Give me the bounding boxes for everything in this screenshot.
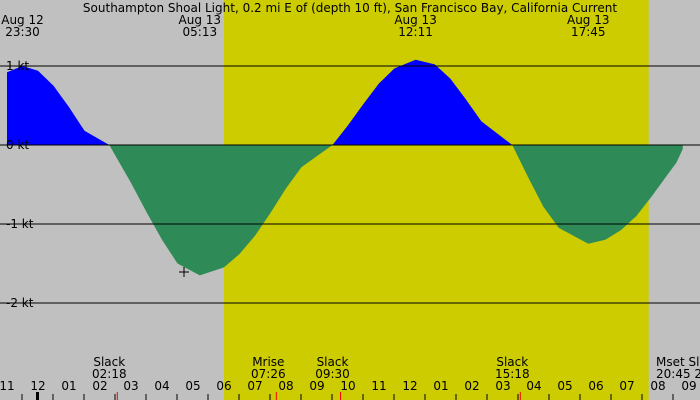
top-event-date: Aug 13 — [394, 13, 437, 27]
bottom-event-label: Mset Sl — [656, 355, 699, 369]
bottom-event-label: Slack — [317, 355, 349, 369]
hour-tick-label: 08 — [278, 379, 293, 393]
hour-tick-label: 05 — [557, 379, 572, 393]
bottom-event-time: 09:30 — [315, 367, 350, 381]
hour-tick-label: 11 — [0, 379, 15, 393]
top-event-date: Aug 12 — [1, 13, 44, 27]
top-event-time: 12:11 — [398, 25, 433, 39]
flood-current-area — [7, 59, 513, 146]
hour-tick-label: 07 — [247, 379, 262, 393]
hour-tick-label: 08 — [650, 379, 665, 393]
hour-tick-label: 07 — [619, 379, 634, 393]
hour-tick-label: 06 — [216, 379, 231, 393]
bottom-event-label: Slack — [93, 355, 125, 369]
hour-tick-label: 01 — [61, 379, 76, 393]
top-event-date: Aug 13 — [567, 13, 610, 27]
top-event-date: Aug 13 — [179, 13, 222, 27]
crosshair-marker — [179, 267, 189, 277]
hour-tick-label: 04 — [526, 379, 541, 393]
top-event-time: 23:30 — [5, 25, 40, 39]
y-tick-label: -1 kt — [6, 217, 34, 231]
midnight-marker — [36, 392, 39, 400]
hour-tick-label: 09 — [681, 379, 696, 393]
hour-tick-label: 06 — [588, 379, 603, 393]
bottom-event-time: 15:18 — [495, 367, 530, 381]
bottom-event-time: 07:26 — [251, 367, 286, 381]
hour-tick-label: 12 — [402, 379, 417, 393]
y-gridlines — [0, 65, 700, 304]
bottom-event-label: Slack — [496, 355, 528, 369]
bottom-event-time: 20:45 21 — [656, 367, 700, 381]
bottom-events: Slack02:18Mrise07:26Slack09:30Slack15:18… — [92, 355, 700, 400]
y-axis-labels: 1 kt 0 kt -1 kt -2 kt — [6, 59, 34, 310]
y-tick-label: 0 kt — [6, 138, 29, 152]
hour-tick-label: 09 — [309, 379, 324, 393]
y-tick-label: 1 kt — [6, 59, 29, 73]
top-event-time: 17:45 — [571, 25, 606, 39]
hour-tick-label: 11 — [371, 379, 386, 393]
hour-tick-label: 03 — [495, 379, 510, 393]
hour-tick-label: 10 — [340, 379, 355, 393]
hour-tick-label: 01 — [433, 379, 448, 393]
y-tick-label: -2 kt — [6, 296, 34, 310]
top-event-time: 05:13 — [183, 25, 218, 39]
hour-axis: 11 12 01 02 03 04 05 06 07 08 09 10 11 12 01 02 03 04 05 06… — [0, 379, 697, 400]
bottom-event-label: Mrise — [252, 355, 284, 369]
hour-tick-label: 02 — [92, 379, 107, 393]
hour-tick-label: 02 — [464, 379, 479, 393]
hour-tick-label: 12 — [30, 379, 45, 393]
ebb-current-area — [109, 145, 683, 276]
hour-tick-label: 05 — [185, 379, 200, 393]
chart-title: Southampton Shoal Light, 0.2 mi E of (de… — [83, 1, 617, 15]
hour-tick-label: 04 — [154, 379, 169, 393]
hour-tick-label: 03 — [123, 379, 138, 393]
bottom-event-time: 02:18 — [92, 367, 127, 381]
